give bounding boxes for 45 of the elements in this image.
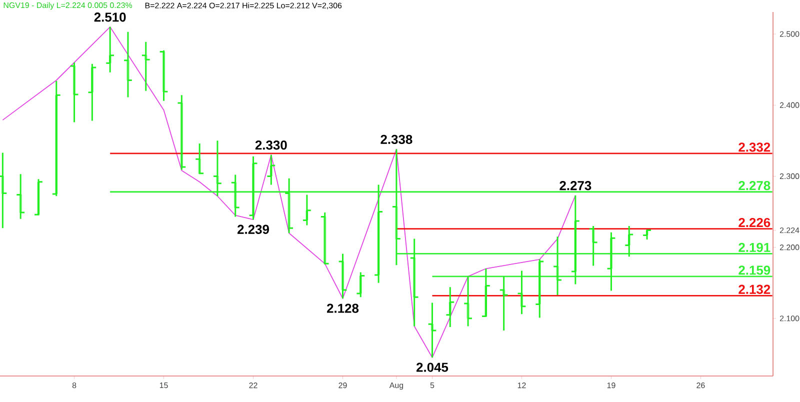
candlestick — [212, 140, 222, 197]
candlestick — [123, 31, 133, 98]
candlestick — [338, 252, 348, 300]
candlestick — [176, 94, 186, 171]
candlestick — [194, 142, 204, 175]
candlestick — [517, 270, 526, 315]
candlestick — [284, 178, 294, 234]
candlestick — [320, 212, 330, 264]
candlestick — [159, 50, 168, 102]
series-label: 2.132 — [738, 284, 770, 294]
candlestick — [428, 302, 437, 358]
candlestick — [374, 184, 384, 284]
candlestick — [392, 148, 402, 266]
candlestick — [534, 258, 544, 318]
series-label: 2.191 — [738, 242, 770, 252]
annotation: 2.128 — [326, 304, 359, 313]
annotation: 2.330 — [255, 140, 287, 150]
candlestick — [463, 276, 473, 327]
candlestick — [141, 41, 151, 92]
candlestick — [499, 276, 509, 332]
candlestick — [52, 80, 62, 197]
candlestick — [302, 194, 312, 226]
annotation: 2.239 — [238, 224, 269, 234]
annotation: 2.273 — [560, 181, 592, 190]
candlestick — [266, 154, 276, 186]
candlestick — [16, 173, 26, 220]
annotation: 2.045 — [416, 362, 448, 372]
series-label: 2.332 — [738, 142, 770, 152]
candlestick — [552, 236, 562, 296]
candlestick — [624, 225, 634, 258]
candlestick — [230, 174, 240, 218]
candlestick — [70, 62, 79, 123]
candlestick — [105, 26, 115, 74]
candlestick — [410, 238, 420, 327]
series-label: 2.226 — [738, 218, 770, 228]
series-label: 2.159 — [738, 266, 770, 275]
candlestick — [588, 225, 598, 267]
series-label: 2.278 — [738, 180, 770, 190]
candlestick — [570, 194, 580, 286]
annotation: 2.338 — [380, 134, 412, 144]
candlestick — [356, 271, 366, 298]
candlestick — [606, 232, 616, 292]
annotation: 2.510 — [94, 12, 126, 22]
candlestick — [87, 63, 97, 122]
candlestick — [445, 286, 455, 328]
